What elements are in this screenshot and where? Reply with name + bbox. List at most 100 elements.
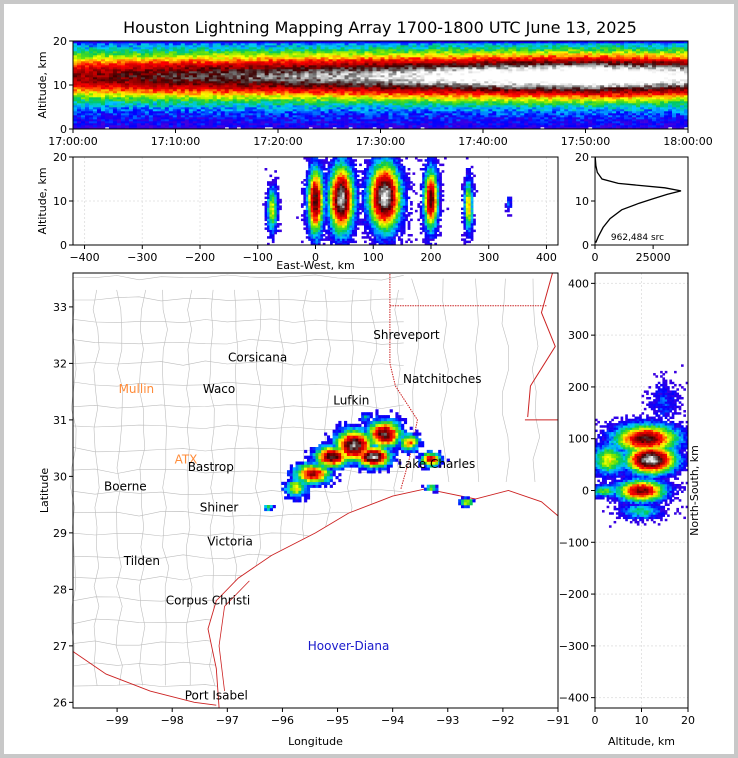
y-tick-label: 30 <box>53 470 67 483</box>
y-axis-label: North-South, km <box>688 445 701 536</box>
county-line <box>138 289 146 686</box>
x-tick-label: 25000 <box>636 251 671 264</box>
city-label-bastrop: Bastrop <box>188 460 234 474</box>
x-tick-label: −200 <box>185 251 215 264</box>
city-label-shiner: Shiner <box>200 500 239 514</box>
figure-title: Houston Lightning Mapping Array 1700-180… <box>123 18 637 37</box>
altitude-distribution-line <box>594 156 682 244</box>
y-axis-label: Latitude <box>38 468 51 514</box>
y-tick-label: 200 <box>568 381 589 394</box>
y-tick-label: 100 <box>568 433 589 446</box>
city-label-waco: Waco <box>203 382 235 396</box>
x-tick-label: 17:50:00 <box>561 135 610 148</box>
x-tick-label: 300 <box>478 251 499 264</box>
y-tick-label: 33 <box>53 301 67 314</box>
city-label-shreveport: Shreveport <box>373 328 440 342</box>
city-label-lake-charles: Lake Charles <box>398 457 475 471</box>
x-tick-label: −300 <box>127 251 157 264</box>
parish-line <box>474 278 480 483</box>
county-line <box>72 318 404 324</box>
mississippi-river-border <box>527 272 556 418</box>
gulf-of-mexico <box>208 488 558 708</box>
city-label-tilden: Tilden <box>123 554 160 568</box>
mexico-border <box>72 651 217 706</box>
city-label-boerne: Boerne <box>104 480 147 494</box>
city-label-port-isabel: Port Isabel <box>185 689 248 703</box>
x-tick-label: −91 <box>546 714 569 727</box>
county-line <box>92 289 100 686</box>
x-axis-label: East-West, km <box>276 259 354 272</box>
y-tick-label: −100 <box>559 536 589 549</box>
city-label-hoover-diana: Hoover-Diana <box>308 639 390 653</box>
x-tick-label: −96 <box>271 714 294 727</box>
y-tick-label: −300 <box>559 640 589 653</box>
x-tick-label: −99 <box>105 714 128 727</box>
y-tick-label: 0 <box>60 123 67 136</box>
lightning-figure: Houston Lightning Mapping Array 1700-180… <box>36 18 713 748</box>
y-tick-label: 300 <box>568 329 589 342</box>
y-tick-label: 0 <box>60 239 67 252</box>
parish-line <box>501 278 510 483</box>
figure-canvas: Houston Lightning Mapping Array 1700-180… <box>4 4 734 754</box>
county-line <box>72 360 404 366</box>
north-south-heatmap <box>595 364 689 528</box>
x-tick-label: 17:20:00 <box>253 135 302 148</box>
county-line <box>162 289 170 686</box>
altitude-time-heatmap <box>73 41 689 130</box>
county-line <box>72 381 404 388</box>
parish-line <box>440 278 450 483</box>
texas-louisiana-border <box>389 273 418 489</box>
y-tick-label: 400 <box>568 277 589 290</box>
y-axis-label: Altitude, km <box>36 51 49 118</box>
y-tick-label: 0 <box>582 485 589 498</box>
east-west-altitude-panel: −400 −300 −200 −100 0 100 200 300 400 0 10 20 East-W… <box>36 151 559 272</box>
y-tick-label: 20 <box>53 151 67 164</box>
histogram-frame <box>594 156 689 246</box>
altitude-time-panel: 17:00:00 17:10:00 17:20:00 17:30:00 17:40:00… <box>36 35 713 148</box>
x-tick-label: 17:30:00 <box>356 135 405 148</box>
y-tick-label: 31 <box>53 414 67 427</box>
y-tick-label: 20 <box>575 151 589 164</box>
x-tick-label: 17:10:00 <box>151 135 200 148</box>
barrier-island <box>218 580 250 692</box>
city-label-victoria: Victoria <box>207 534 253 548</box>
x-tick-label: 0 <box>592 714 599 727</box>
city-label-austin: ATX <box>175 452 198 466</box>
x-tick-label: 200 <box>420 251 441 264</box>
county-line <box>72 339 404 345</box>
county-line <box>72 489 404 496</box>
city-label-natchitoches: Natchitoches <box>403 372 481 386</box>
y-tick-label: 28 <box>53 583 67 596</box>
county-line <box>70 289 77 686</box>
east-west-heatmap <box>262 157 513 246</box>
x-tick-label: 10 <box>635 714 649 727</box>
parish-line <box>531 278 541 483</box>
x-axis-label: Longitude <box>288 735 343 748</box>
county-line <box>185 289 193 686</box>
county-line <box>72 274 404 281</box>
x-tick-label: 17:40:00 <box>458 135 507 148</box>
x-tick-label: 0 <box>312 251 319 264</box>
y-tick-label: 20 <box>53 35 67 48</box>
y-tick-label: −200 <box>559 588 589 601</box>
city-label-corsicana: Corsicana <box>228 351 287 365</box>
y-tick-label: 26 <box>53 696 67 709</box>
x-tick-label: 18:00:00 <box>663 135 712 148</box>
altitude-north-south-panel: 0 10 20 −400 −300 −200 −100 0 100 200 300 400 Altitu… <box>559 272 701 748</box>
y-tick-label: 10 <box>53 79 67 92</box>
source-count-annotation: 962,484 src <box>611 233 664 243</box>
y-tick-label: 10 <box>53 195 67 208</box>
y-axis-label: Altitude, km <box>36 167 49 234</box>
x-tick-label: −100 <box>243 251 273 264</box>
x-tick-label: −94 <box>381 714 404 727</box>
county-line <box>115 289 123 686</box>
x-tick-label: −400 <box>69 251 99 264</box>
y-tick-label: −400 <box>559 692 589 705</box>
x-tick-label: 100 <box>363 251 384 264</box>
y-tick-label: 10 <box>575 195 589 208</box>
county-line <box>72 404 404 409</box>
x-tick-label: 20 <box>681 714 695 727</box>
county-line <box>73 296 404 302</box>
altitude-histogram-panel: 0 25000 0 10 20 962,484 src <box>575 151 689 264</box>
y-tick-label: 32 <box>53 357 67 370</box>
